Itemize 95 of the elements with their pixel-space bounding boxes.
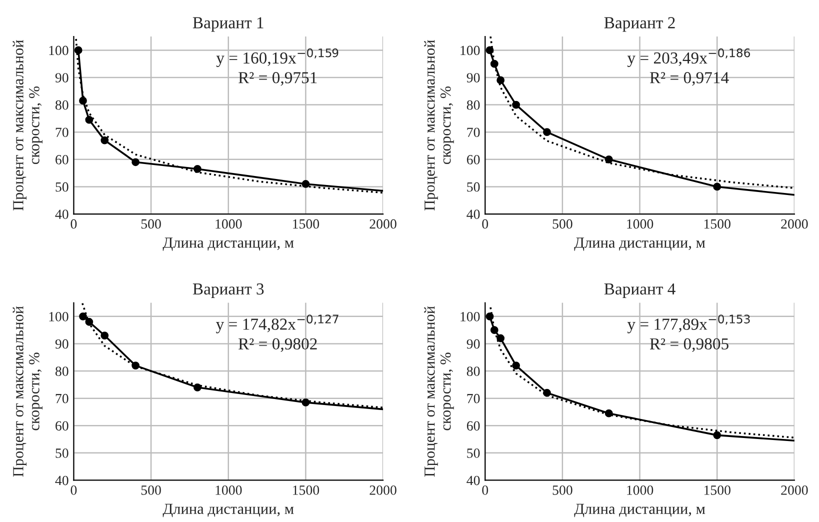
point bbox=[496, 76, 505, 84]
x-tick-label: 0 bbox=[70, 486, 77, 495]
x-tick-label: 2000 bbox=[370, 486, 396, 495]
chart-title: Вариант 2 bbox=[604, 17, 675, 32]
y-tick-label: 40 bbox=[466, 210, 480, 219]
x-tick-label: 2000 bbox=[781, 486, 808, 495]
point bbox=[193, 165, 202, 173]
y-tick-label: 80 bbox=[55, 366, 68, 376]
point bbox=[543, 128, 551, 136]
y-tick-label: 100 bbox=[460, 46, 480, 56]
point bbox=[713, 182, 722, 191]
point bbox=[496, 334, 505, 342]
x-tick-label: 1000 bbox=[216, 486, 242, 495]
x-tick-label: 500 bbox=[141, 219, 161, 229]
y-tick-label: 90 bbox=[55, 339, 68, 349]
y-axis-title: Процент от максимальной скорости, % bbox=[424, 40, 454, 210]
point bbox=[490, 326, 498, 334]
y-tick-label: 90 bbox=[466, 73, 480, 82]
y-tick-label: 90 bbox=[55, 73, 68, 82]
point bbox=[543, 388, 551, 397]
y-tick-label: 60 bbox=[466, 421, 480, 431]
point bbox=[604, 155, 613, 164]
annotation: R² = 0,9805 bbox=[650, 338, 728, 352]
x-axis-title: Длина дистанции, м bbox=[574, 504, 706, 518]
x-axis-title: Длина дистанции, м bbox=[162, 504, 294, 518]
point bbox=[490, 60, 498, 68]
point bbox=[100, 332, 109, 340]
annotation: y = 174,82x$^{−0,127}$ bbox=[216, 314, 338, 334]
y-tick-label: 40 bbox=[55, 210, 68, 219]
y-axis-title: Процент от максимальной скорости, % bbox=[12, 306, 42, 477]
point bbox=[486, 46, 494, 54]
annotation: R² = 0,9751 bbox=[238, 72, 317, 86]
y-tick-label: 40 bbox=[55, 476, 68, 486]
y-tick-label: 70 bbox=[467, 128, 480, 138]
y-axis-title: Процент от максимальной скорости, % bbox=[424, 306, 454, 477]
x-tick-label: 500 bbox=[552, 219, 572, 229]
chart-title: Вариант 1 bbox=[192, 17, 264, 32]
point bbox=[74, 46, 82, 54]
x-tick-label: 1500 bbox=[704, 486, 730, 495]
y-tick-label: 70 bbox=[56, 128, 68, 138]
annotation: y = 160,19x$^{−0,159}$ bbox=[216, 48, 338, 68]
x-tick-label: 1000 bbox=[627, 486, 654, 495]
x-axis-title: Длина дистанции, м bbox=[162, 238, 294, 251]
y-tick-label: 100 bbox=[49, 312, 68, 322]
x-tick-label: 1500 bbox=[293, 219, 320, 229]
point bbox=[302, 398, 310, 406]
chart-title: Вариант 3 bbox=[192, 283, 264, 298]
x-tick-label: 0 bbox=[70, 219, 77, 229]
annotation: R² = 0,9802 bbox=[238, 338, 317, 352]
x-tick-label: 1000 bbox=[216, 219, 242, 229]
point bbox=[512, 100, 520, 109]
y-tick-label: 90 bbox=[466, 339, 480, 349]
x-axis-title: Длина дистанции, м bbox=[574, 238, 706, 251]
annotation: y = 203,49x$^{−0,186}$ bbox=[627, 48, 750, 68]
y-axis-title: Процент от максимальной скорости, % bbox=[12, 40, 42, 210]
x-tick-label: 2000 bbox=[370, 219, 396, 229]
y-tick-label: 100 bbox=[49, 46, 68, 56]
point bbox=[85, 116, 94, 124]
point bbox=[132, 362, 140, 370]
point bbox=[79, 96, 87, 105]
point bbox=[132, 158, 140, 166]
y-tick-label: 100 bbox=[460, 312, 480, 322]
point bbox=[85, 318, 94, 326]
y-tick-label: 60 bbox=[56, 421, 68, 431]
x-tick-label: 500 bbox=[552, 486, 572, 495]
y-tick-label: 40 bbox=[466, 476, 480, 486]
point bbox=[713, 431, 722, 440]
point bbox=[302, 180, 310, 188]
point bbox=[486, 312, 494, 320]
y-tick-label: 50 bbox=[56, 448, 68, 458]
point bbox=[604, 409, 613, 418]
x-tick-label: 1500 bbox=[704, 219, 730, 229]
y-tick-label: 60 bbox=[56, 154, 68, 164]
chart-title: Вариант 4 bbox=[604, 283, 676, 298]
x-tick-label: 1000 bbox=[627, 219, 654, 229]
y-tick-label: 50 bbox=[467, 182, 480, 192]
y-tick-label: 80 bbox=[466, 366, 480, 376]
point bbox=[100, 136, 109, 144]
y-tick-label: 60 bbox=[466, 154, 480, 164]
y-tick-label: 70 bbox=[56, 394, 68, 404]
y-tick-label: 70 bbox=[467, 394, 480, 404]
x-tick-label: 1500 bbox=[293, 486, 320, 495]
annotation: y = 177,89x$^{−0,153}$ bbox=[627, 314, 750, 334]
point bbox=[512, 362, 520, 370]
x-tick-label: 0 bbox=[482, 486, 488, 495]
x-tick-label: 0 bbox=[482, 219, 488, 229]
y-tick-label: 50 bbox=[467, 448, 480, 458]
point bbox=[79, 312, 87, 320]
x-tick-label: 2000 bbox=[781, 219, 808, 229]
point bbox=[193, 383, 202, 392]
y-tick-label: 80 bbox=[466, 100, 480, 110]
x-tick-label: 500 bbox=[141, 486, 161, 495]
y-tick-label: 50 bbox=[56, 182, 68, 192]
y-tick-label: 80 bbox=[55, 100, 68, 110]
annotation: R² = 0,9714 bbox=[650, 72, 729, 86]
